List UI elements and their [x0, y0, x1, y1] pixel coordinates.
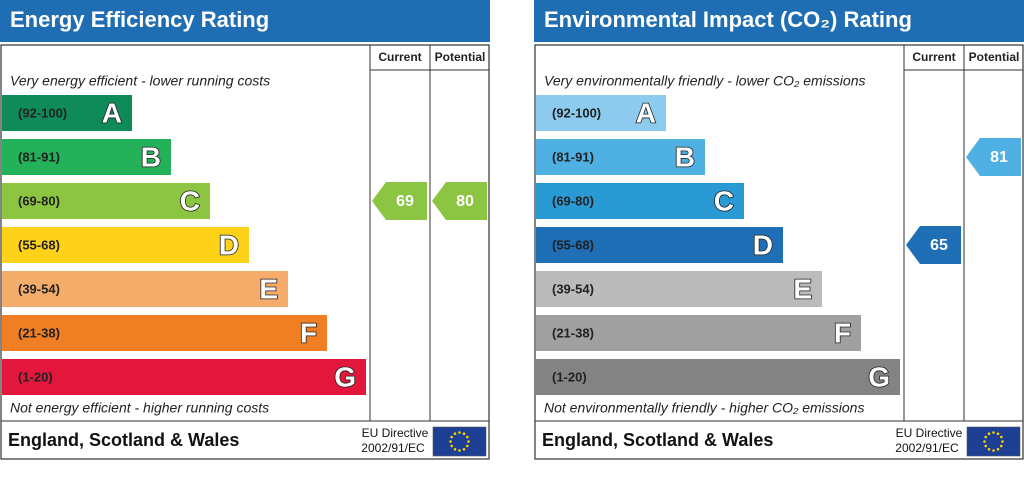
band-range: (1-20) — [18, 369, 53, 384]
column-header: Potential — [435, 50, 486, 64]
band-letter: C — [714, 185, 734, 216]
flag-star — [458, 449, 461, 452]
flag-star — [1001, 440, 1004, 443]
directive: EU Directive — [362, 426, 429, 440]
band-bar — [536, 359, 900, 395]
flag-star — [987, 447, 991, 451]
flag-star — [462, 447, 466, 451]
band-range: (21-38) — [552, 325, 594, 340]
rating-value: 81 — [990, 149, 1008, 166]
band-bar — [536, 139, 705, 175]
directive: 2002/91/EC — [361, 441, 425, 455]
band-letter: G — [868, 361, 890, 392]
band-range: (39-54) — [552, 281, 594, 296]
directive: 2002/91/EC — [895, 441, 959, 455]
rating-value: 80 — [456, 193, 474, 210]
band-range: (69-80) — [18, 193, 60, 208]
flag-star — [984, 444, 988, 448]
band-range: (81-91) — [18, 149, 60, 164]
band-letter: E — [793, 273, 812, 304]
rating-arrow — [906, 226, 961, 264]
band-letter: B — [675, 141, 695, 172]
band-range: (39-54) — [18, 281, 60, 296]
bottom-note: Not energy efficient - higher running co… — [10, 400, 269, 416]
top-note: Very environmentally friendly - lower CO… — [544, 73, 865, 89]
band-range: (55-68) — [18, 237, 60, 252]
rating-panel: Energy Efficiency Rating Current Potential… — [0, 0, 490, 460]
band-letter: A — [636, 97, 656, 128]
band-bar — [2, 139, 171, 175]
band-letter: D — [753, 229, 773, 260]
title-bar — [534, 0, 1024, 42]
flag-star — [983, 440, 986, 443]
band-range: (69-80) — [552, 193, 594, 208]
flag-star — [987, 432, 991, 436]
band-range: (21-38) — [18, 325, 60, 340]
band-bar — [536, 271, 822, 307]
band-letter: G — [334, 361, 356, 392]
band-range: (1-20) — [552, 369, 587, 384]
flag-star — [999, 444, 1003, 448]
flag-star — [453, 447, 457, 451]
band-letter: A — [102, 97, 122, 128]
rating-arrow — [432, 182, 487, 220]
flag-star — [453, 432, 457, 436]
flag-star — [984, 435, 988, 439]
column-header: Potential — [969, 50, 1020, 64]
band-range: (81-91) — [552, 149, 594, 164]
band-bar — [2, 271, 288, 307]
region: England, Scotland & Wales — [542, 430, 773, 450]
band-letter: F — [300, 317, 317, 348]
column-header: Current — [912, 50, 955, 64]
band-bar — [536, 315, 861, 351]
rating-value: 65 — [930, 237, 948, 254]
band-letter: F — [834, 317, 851, 348]
flag-star — [450, 435, 454, 439]
top-note: Very energy efficient - lower running co… — [10, 73, 270, 89]
rating-arrow — [966, 138, 1021, 176]
band-letter: D — [219, 229, 239, 260]
directive: EU Directive — [896, 426, 963, 440]
flag-star — [465, 444, 469, 448]
flag-star — [996, 447, 1000, 451]
flag-star — [992, 431, 995, 434]
flag-star — [449, 440, 452, 443]
flag-star — [992, 449, 995, 452]
flag-star — [450, 444, 454, 448]
flag-star — [996, 432, 1000, 436]
band-range: (92-100) — [552, 105, 601, 120]
band-bar — [536, 95, 666, 131]
flag-star — [999, 435, 1003, 439]
band-bar — [2, 227, 249, 263]
band-letter: B — [141, 141, 161, 172]
bottom-note: Not environmentally friendly - higher CO… — [544, 400, 864, 416]
rating-panel: Environmental Impact (CO₂) Rating Current… — [534, 0, 1024, 460]
band-bar — [2, 359, 366, 395]
band-range: (92-100) — [18, 105, 67, 120]
band-letter: C — [180, 185, 200, 216]
band-bar — [2, 95, 132, 131]
title-bar — [0, 0, 490, 42]
band-bar — [2, 183, 210, 219]
rating-value: 69 — [396, 193, 414, 210]
rating-arrow — [372, 182, 427, 220]
panel-title: Energy Efficiency Rating — [10, 7, 269, 32]
flag-star — [467, 440, 470, 443]
region: England, Scotland & Wales — [8, 430, 239, 450]
flag-star — [458, 431, 461, 434]
band-range: (55-68) — [552, 237, 594, 252]
column-header: Current — [378, 50, 421, 64]
band-bar — [2, 315, 327, 351]
band-letter: E — [259, 273, 278, 304]
band-bar — [536, 183, 744, 219]
band-bar — [536, 227, 783, 263]
flag-star — [465, 435, 469, 439]
flag-star — [462, 432, 466, 436]
panel-title: Environmental Impact (CO₂) Rating — [544, 7, 912, 32]
